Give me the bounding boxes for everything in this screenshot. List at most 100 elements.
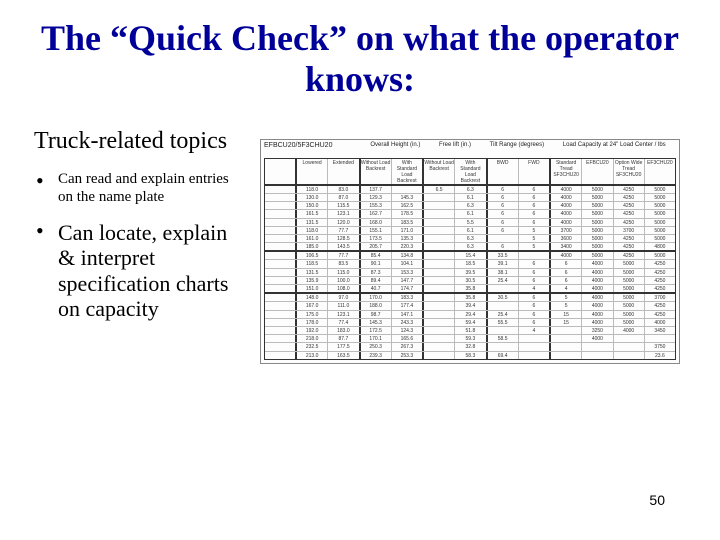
chart-cell: 6 xyxy=(488,243,519,250)
chart-cell: 30.5 xyxy=(455,277,487,284)
chart-row: 161.0128.5173.5135.36.353600500042505000 xyxy=(265,235,675,243)
chart-cell: 183.0 xyxy=(328,327,360,334)
chart-cell: 4250 xyxy=(614,210,645,217)
chart-group-label: Tilt Range (degrees) xyxy=(490,142,544,148)
chart-cell xyxy=(519,335,551,342)
chart-group-label: Load Capacity at 24" Load Center / lbs xyxy=(563,142,666,148)
chart-cell: 104.1 xyxy=(392,260,424,267)
chart-subheader-cell: With Standard Load Backrest xyxy=(392,159,424,184)
chart-cell: 4000 xyxy=(582,335,613,342)
chart-row: 106.577.785.4134.815.433.540005000425050… xyxy=(265,252,675,260)
chart-cell: 59.4 xyxy=(455,319,487,326)
chart-cell: 143.5 xyxy=(328,243,360,250)
bullet-list: Can read and explain entries on the name… xyxy=(30,170,250,321)
chart-cell xyxy=(265,277,297,284)
chart-cell: 39.1 xyxy=(488,260,519,267)
chart-cell: 6.1 xyxy=(455,210,487,217)
chart-cell: 185.0 xyxy=(297,243,328,250)
chart-cell: 6.3 xyxy=(455,202,487,209)
chart-cell xyxy=(519,252,551,259)
chart-cell xyxy=(424,335,455,342)
chart-cell xyxy=(265,260,297,267)
chart-cell: 5000 xyxy=(645,210,675,217)
chart-row: 192.0183.0172.5124.351.84325040003450 xyxy=(265,327,675,335)
chart-cell xyxy=(519,343,551,350)
chart-cell: 83.5 xyxy=(328,260,360,267)
chart-cell xyxy=(488,235,519,242)
chart-cell: 6 xyxy=(519,210,551,217)
chart-group-label: Free lift (in.) xyxy=(439,142,471,148)
chart-row: 185.0143.5205.7220.36.365340050004250480… xyxy=(265,243,675,252)
chart-cell: 55.5 xyxy=(488,319,519,326)
chart-cell: 3450 xyxy=(645,327,675,334)
chart-cell: 170.0 xyxy=(361,294,392,301)
chart-cell: 131.5 xyxy=(297,219,328,226)
chart-cell: 177.5 xyxy=(328,343,360,350)
chart-cell: 6 xyxy=(519,311,551,318)
chart-row: 135.9100.089.4147.730.525.46640005000425… xyxy=(265,277,675,285)
chart-cell: 130.0 xyxy=(297,194,328,201)
chart-cell xyxy=(424,252,455,259)
chart-cell xyxy=(551,335,582,342)
chart-cell: 5.5 xyxy=(455,219,487,226)
slide: The “Quick Check” on what the operator k… xyxy=(0,0,720,540)
chart-cell xyxy=(424,319,455,326)
chart-cell: 5000 xyxy=(614,319,645,326)
chart-cell: 4000 xyxy=(551,194,582,201)
bullet-item: Can locate, explain & interpret specific… xyxy=(58,220,250,321)
chart-cell xyxy=(265,202,297,209)
chart-cell: 4250 xyxy=(645,285,675,292)
chart-cell: 15 xyxy=(551,319,582,326)
chart-cell: 23.6 xyxy=(645,352,675,359)
chart-cell: 6 xyxy=(488,186,519,193)
chart-cell: 4800 xyxy=(645,243,675,250)
chart-cell: 6.3 xyxy=(455,243,487,250)
chart-subheader-cell: With Standard Load Backrest xyxy=(455,159,487,184)
chart-cell: 51.8 xyxy=(455,327,487,334)
chart-subheader-cell: Without Load Backrest xyxy=(424,159,455,184)
chart-row: 175.0123.198.7147.129.425.46154000500042… xyxy=(265,311,675,319)
chart-cell: 5000 xyxy=(582,202,613,209)
chart-cell: 4000 xyxy=(614,327,645,334)
chart-cell: 6.1 xyxy=(455,194,487,201)
chart-cell: 3250 xyxy=(582,327,613,334)
chart-cell xyxy=(265,319,297,326)
chart-row: 161.5123.1162.7178.56.166400050004250500… xyxy=(265,210,675,218)
chart-cell xyxy=(265,285,297,292)
chart-cell xyxy=(265,302,297,309)
chart-cell: 118.5 xyxy=(297,260,328,267)
chart-cell: 90.1 xyxy=(361,260,392,267)
chart-subheader-cell: Lowered xyxy=(297,159,328,184)
chart-cell: 183.3 xyxy=(392,294,424,301)
chart-cell: 239.3 xyxy=(361,352,392,359)
chart-cell: 85.4 xyxy=(361,252,392,259)
chart-cell: 6.1 xyxy=(455,227,487,234)
chart-cell xyxy=(614,343,645,350)
chart-cell: 267.3 xyxy=(392,343,424,350)
chart-cell: 5000 xyxy=(645,186,675,193)
chart-cell: 6 xyxy=(488,210,519,217)
chart-cell: 137.7 xyxy=(361,186,392,193)
chart-cell: 6 xyxy=(519,219,551,226)
slide-title: The “Quick Check” on what the operator k… xyxy=(30,18,690,101)
chart-cell: 6 xyxy=(519,202,551,209)
chart-cell: 5000 xyxy=(645,252,675,259)
chart-cell: 4250 xyxy=(645,260,675,267)
chart-cell: 18.5 xyxy=(455,260,487,267)
chart-cell: 33.5 xyxy=(488,252,519,259)
chart-cell: 5 xyxy=(551,294,582,301)
chart-cell: 6 xyxy=(551,260,582,267)
chart-cell: 25.4 xyxy=(488,277,519,284)
chart-row: 178.077.4145.3243.359.455.56154000500040… xyxy=(265,319,675,327)
chart-cell: 4000 xyxy=(551,210,582,217)
chart-cell xyxy=(645,335,675,342)
chart-cell: 5 xyxy=(519,235,551,242)
chart-cell: 5000 xyxy=(614,285,645,292)
chart-cell xyxy=(488,343,519,350)
chart-top-labels: Overall Height (in.) Free lift (in.) Til… xyxy=(361,142,675,148)
chart-cell: 124.3 xyxy=(392,327,424,334)
chart-cell: 218.0 xyxy=(297,335,328,342)
chart-cell xyxy=(424,243,455,250)
chart-cell: 162.7 xyxy=(361,210,392,217)
chart-cell: 171.0 xyxy=(392,227,424,234)
